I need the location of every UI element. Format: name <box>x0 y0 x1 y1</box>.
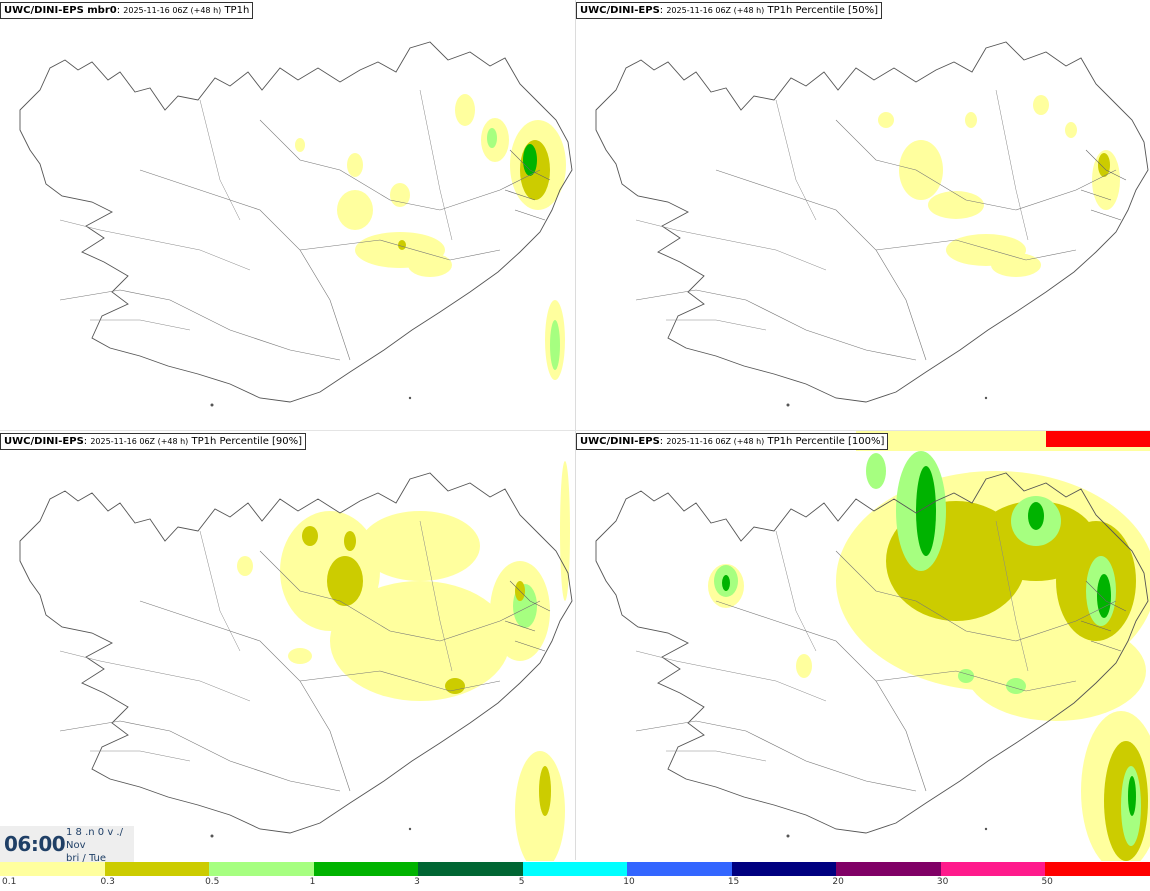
legend-swatch <box>418 862 523 876</box>
legend-label: 15 <box>727 877 740 887</box>
precipitation-map <box>19 41 573 407</box>
legend-swatch <box>0 862 105 876</box>
legend-label: 50 <box>1041 877 1053 887</box>
valid-date: 1 8 .n 0 v ./ Nov bri / Tue <box>66 827 123 864</box>
legend-label: 0.5 <box>205 877 220 887</box>
map-panel-p50: UWC/DINI-EPS: 2025-11-16 06Z (+48 h) TP1… <box>576 0 1150 430</box>
legend-swatch <box>104 862 210 876</box>
color-legend <box>0 862 1150 876</box>
legend-label: 5 <box>518 877 525 887</box>
precipitation-map <box>595 431 1150 861</box>
valid-time-box: 06:00 1 8 .n 0 v ./ Nov bri / Tue <box>0 826 134 864</box>
map-panel-p100: UWC/DINI-EPS: 2025-11-16 06Z (+48 h) TP1… <box>576 431 1150 861</box>
panel-title: UWC/DINI-EPS: 2025-11-16 06Z (+48 h) TP1… <box>0 433 307 450</box>
legend-swatch <box>836 862 941 876</box>
panel-title: UWC/DINI-EPS: 2025-11-16 06Z (+48 h) TP1… <box>576 433 889 450</box>
legend-swatch <box>313 862 419 876</box>
legend-label: 10 <box>623 877 635 887</box>
legend-labels: 0.1 0.3 0.5 1 3 5 10 15 20 30 50 <box>0 877 1150 891</box>
legend-label: 30 <box>936 877 949 887</box>
legend-label: 0.1 <box>2 877 17 887</box>
panel-divider-horizontal <box>0 430 1150 431</box>
legend-label: 3 <box>414 877 420 887</box>
valid-time: 06:00 <box>4 832 66 856</box>
precipitation-map <box>595 41 1149 407</box>
legend-swatch <box>209 862 314 876</box>
precipitation-map <box>19 461 573 861</box>
map-panel-mbr0: UWC/DINI-EPS mbr0: 2025-11-16 06Z (+48 h… <box>0 0 575 430</box>
map-panel-p90: UWC/DINI-EPS: 2025-11-16 06Z (+48 h) TP1… <box>0 431 575 861</box>
legend-swatch <box>940 862 1046 876</box>
legend-swatch <box>731 862 837 876</box>
legend-label: 1 <box>309 877 316 887</box>
legend-label: 0.3 <box>100 877 115 887</box>
legend-swatch <box>627 862 732 876</box>
legend-label: 20 <box>832 877 844 887</box>
panel-title: UWC/DINI-EPS: 2025-11-16 06Z (+48 h) TP1… <box>576 2 883 19</box>
panel-title: UWC/DINI-EPS mbr0: 2025-11-16 06Z (+48 h… <box>0 2 254 19</box>
legend-swatch <box>1045 862 1150 876</box>
legend-swatch <box>522 862 628 876</box>
